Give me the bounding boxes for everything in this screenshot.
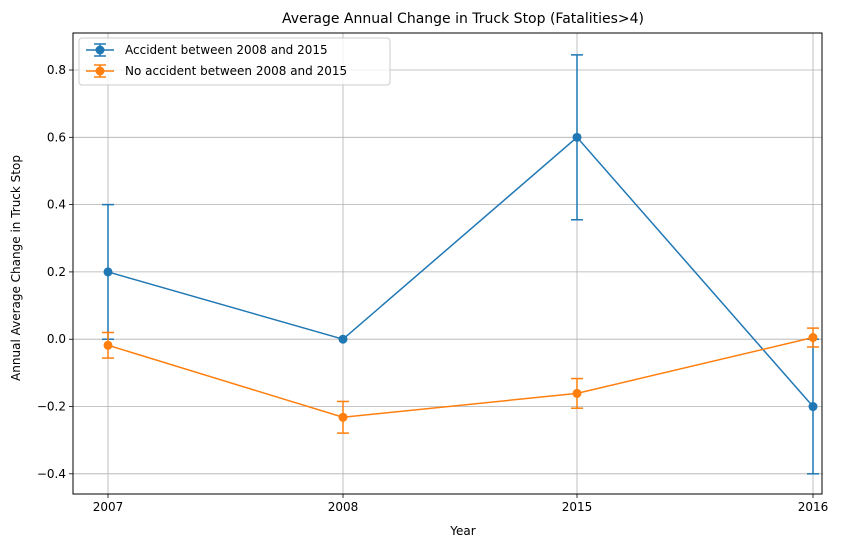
series-1 bbox=[102, 54, 819, 475]
series-2 bbox=[102, 327, 819, 434]
y-axis-ticks: −0.4 −0.2 0.0 0.2 0.4 0.6 0.8 bbox=[37, 63, 73, 481]
legend-item: Accident between 2008 and 2015 bbox=[86, 43, 328, 57]
chart-title: Average Annual Change in Truck Stop (Fat… bbox=[282, 11, 644, 27]
y-tick-label: 0.8 bbox=[47, 63, 66, 77]
legend-item: No accident between 2008 and 2015 bbox=[86, 64, 347, 78]
y-tick-label: −0.4 bbox=[37, 467, 66, 481]
y-tick-label: −0.2 bbox=[37, 400, 66, 414]
x-axis-label: Year bbox=[449, 524, 475, 538]
legend: Accident between 2008 and 2015 No acciden… bbox=[78, 37, 391, 86]
data-point bbox=[103, 267, 113, 277]
data-point bbox=[572, 132, 582, 142]
legend-label: Accident between 2008 and 2015 bbox=[125, 43, 328, 57]
data-point bbox=[103, 340, 113, 350]
x-axis-ticks: 2007 2008 2015 2016 bbox=[93, 494, 829, 514]
series-layer bbox=[102, 54, 819, 475]
legend-box bbox=[78, 37, 391, 86]
legend-marker bbox=[95, 45, 105, 55]
legend-marker bbox=[95, 66, 105, 76]
data-point bbox=[572, 388, 582, 398]
data-point bbox=[808, 333, 818, 343]
series-line bbox=[107, 336, 814, 419]
legend-label: No accident between 2008 and 2015 bbox=[125, 64, 347, 78]
x-tick-label: 2016 bbox=[798, 500, 829, 514]
y-tick-label: 0.2 bbox=[47, 265, 66, 279]
grid bbox=[73, 33, 822, 494]
plot-area-frame bbox=[72, 32, 823, 495]
data-point bbox=[338, 334, 348, 344]
data-point bbox=[338, 412, 348, 422]
y-axis-label: Annual Average Change in Truck Stop bbox=[9, 155, 23, 381]
x-tick-label: 2015 bbox=[562, 500, 593, 514]
data-point bbox=[808, 402, 818, 412]
y-tick-label: 0.0 bbox=[47, 332, 66, 346]
x-tick-label: 2008 bbox=[328, 500, 359, 514]
y-tick-label: 0.4 bbox=[47, 198, 66, 212]
series-line bbox=[107, 136, 814, 408]
x-tick-label: 2007 bbox=[93, 500, 124, 514]
y-tick-label: 0.6 bbox=[47, 130, 66, 144]
